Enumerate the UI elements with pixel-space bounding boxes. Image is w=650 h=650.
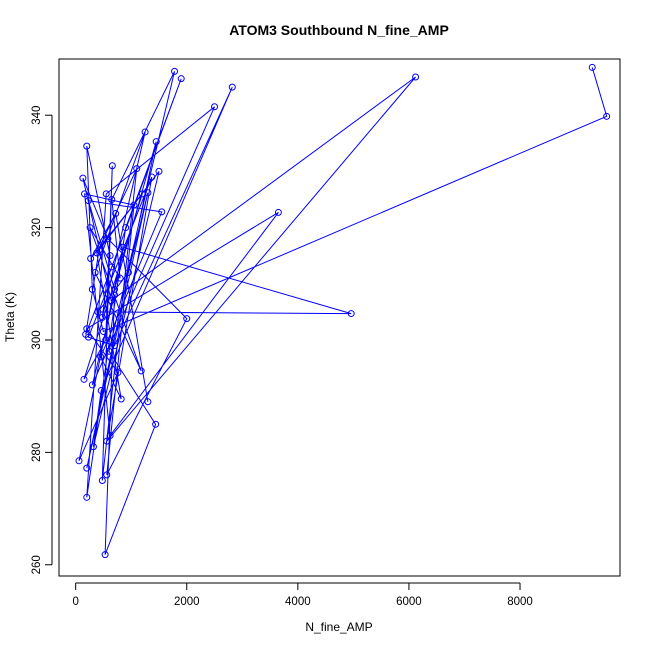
data-point bbox=[144, 398, 152, 406]
data-point bbox=[97, 353, 105, 361]
data-point bbox=[101, 551, 109, 559]
data-point bbox=[137, 367, 145, 375]
data-point bbox=[133, 165, 141, 173]
data-point bbox=[102, 336, 110, 344]
data-point bbox=[112, 210, 120, 218]
data-point bbox=[106, 432, 114, 440]
data-point bbox=[228, 83, 236, 91]
data-point bbox=[83, 142, 91, 150]
data-point bbox=[152, 420, 160, 428]
data-point bbox=[104, 235, 112, 243]
data-point bbox=[274, 208, 282, 216]
data-point bbox=[141, 128, 149, 136]
y-tick-label: 260 bbox=[31, 555, 43, 574]
x-tick-label: 4000 bbox=[285, 596, 311, 608]
chart-title: ATOM3 Southbound N_fine_AMP bbox=[229, 22, 449, 38]
data-point bbox=[138, 190, 146, 198]
data-point bbox=[124, 269, 132, 277]
data-point bbox=[105, 347, 113, 355]
data-point bbox=[130, 201, 138, 209]
x-axis: 0 2000 4000 6000 8000 bbox=[72, 582, 533, 608]
x-tick-label: 8000 bbox=[507, 596, 533, 608]
data-point bbox=[79, 174, 87, 182]
x-tick-label: 0 bbox=[72, 596, 78, 608]
data-point bbox=[84, 197, 92, 205]
y-tick-label: 280 bbox=[31, 443, 43, 462]
data-point bbox=[88, 381, 96, 389]
y-tick-label: 300 bbox=[31, 330, 43, 349]
data-point bbox=[111, 285, 119, 293]
data-point bbox=[106, 252, 114, 260]
data-point bbox=[116, 274, 124, 282]
data-point bbox=[155, 167, 163, 175]
y-axis: 260 280 300 320 340 bbox=[31, 106, 53, 574]
data-point bbox=[103, 437, 111, 445]
data-point bbox=[88, 285, 96, 293]
x-tick-label: 2000 bbox=[174, 596, 200, 608]
data-point bbox=[108, 162, 116, 170]
data-point bbox=[81, 190, 89, 198]
data-point bbox=[183, 315, 191, 323]
data-point bbox=[114, 369, 122, 377]
series-line bbox=[78, 67, 608, 555]
data-point bbox=[98, 314, 106, 321]
data-point bbox=[93, 249, 101, 257]
data-point bbox=[107, 297, 115, 305]
data-point bbox=[97, 387, 105, 395]
data-point bbox=[99, 328, 107, 336]
data-point bbox=[94, 308, 102, 316]
data-point bbox=[108, 263, 116, 271]
data-point bbox=[122, 224, 130, 232]
data-point bbox=[80, 375, 88, 383]
plot-area-frame bbox=[58, 58, 621, 577]
data-point bbox=[83, 464, 91, 472]
data-point bbox=[103, 471, 111, 479]
data-point bbox=[171, 67, 179, 75]
data-point bbox=[119, 243, 127, 251]
data-point bbox=[75, 457, 83, 465]
data-point bbox=[87, 254, 95, 262]
data-point bbox=[83, 325, 91, 333]
data-point bbox=[111, 342, 119, 350]
y-tick-label: 340 bbox=[31, 106, 43, 125]
x-tick-label: 6000 bbox=[396, 596, 422, 608]
y-tick-label: 320 bbox=[31, 218, 43, 237]
data-point bbox=[84, 333, 92, 341]
data-point bbox=[108, 195, 116, 203]
data-point bbox=[148, 173, 156, 181]
series-layer bbox=[75, 63, 611, 559]
data-point bbox=[347, 310, 355, 318]
data-point bbox=[117, 395, 125, 403]
data-point bbox=[177, 75, 185, 83]
data-point bbox=[83, 493, 91, 501]
data-point bbox=[89, 443, 97, 451]
data-point bbox=[86, 224, 94, 232]
data-point bbox=[603, 112, 611, 120]
data-point bbox=[412, 73, 420, 81]
data-point bbox=[91, 269, 99, 277]
y-axis-label: Theta (K) bbox=[3, 292, 17, 342]
data-point bbox=[588, 63, 596, 71]
x-axis-label: N_fine_AMP bbox=[305, 620, 372, 634]
data-point bbox=[98, 476, 106, 484]
data-point bbox=[211, 103, 219, 111]
data-point bbox=[158, 208, 166, 216]
data-point bbox=[152, 138, 160, 146]
data-point bbox=[102, 190, 110, 198]
